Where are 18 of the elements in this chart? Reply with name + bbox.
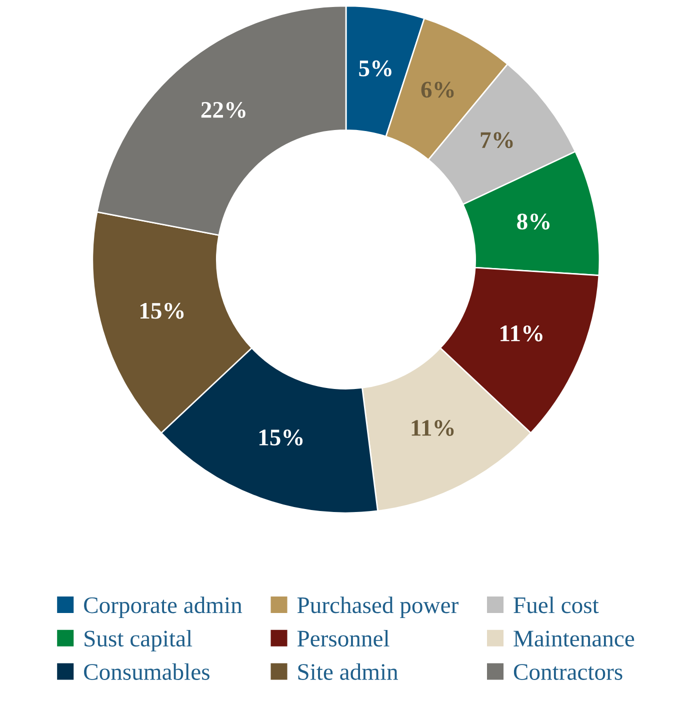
legend-label: Sust capital xyxy=(84,630,192,652)
data-label: 7% xyxy=(480,132,513,148)
data-label: 15% xyxy=(140,302,184,319)
data-label: 11% xyxy=(412,420,454,436)
legend-label: Maintenance xyxy=(514,630,634,647)
legend-label: Personnel xyxy=(297,630,390,647)
data-label: 5% xyxy=(359,60,392,76)
data-label: 6% xyxy=(421,82,454,98)
legend-label: Consumables xyxy=(84,663,210,680)
data-label: 15% xyxy=(259,430,303,446)
legend-label: Purchased power xyxy=(297,596,458,618)
legend-label: Contractors xyxy=(514,664,622,680)
data-label: 11% xyxy=(500,325,542,342)
legend-label: Corporate admin xyxy=(84,596,242,618)
legend-label: Fuel cost xyxy=(514,596,599,614)
data-label: 22% xyxy=(201,102,246,118)
data-label: 8% xyxy=(517,214,550,230)
legend-label: Site admin xyxy=(298,663,398,680)
